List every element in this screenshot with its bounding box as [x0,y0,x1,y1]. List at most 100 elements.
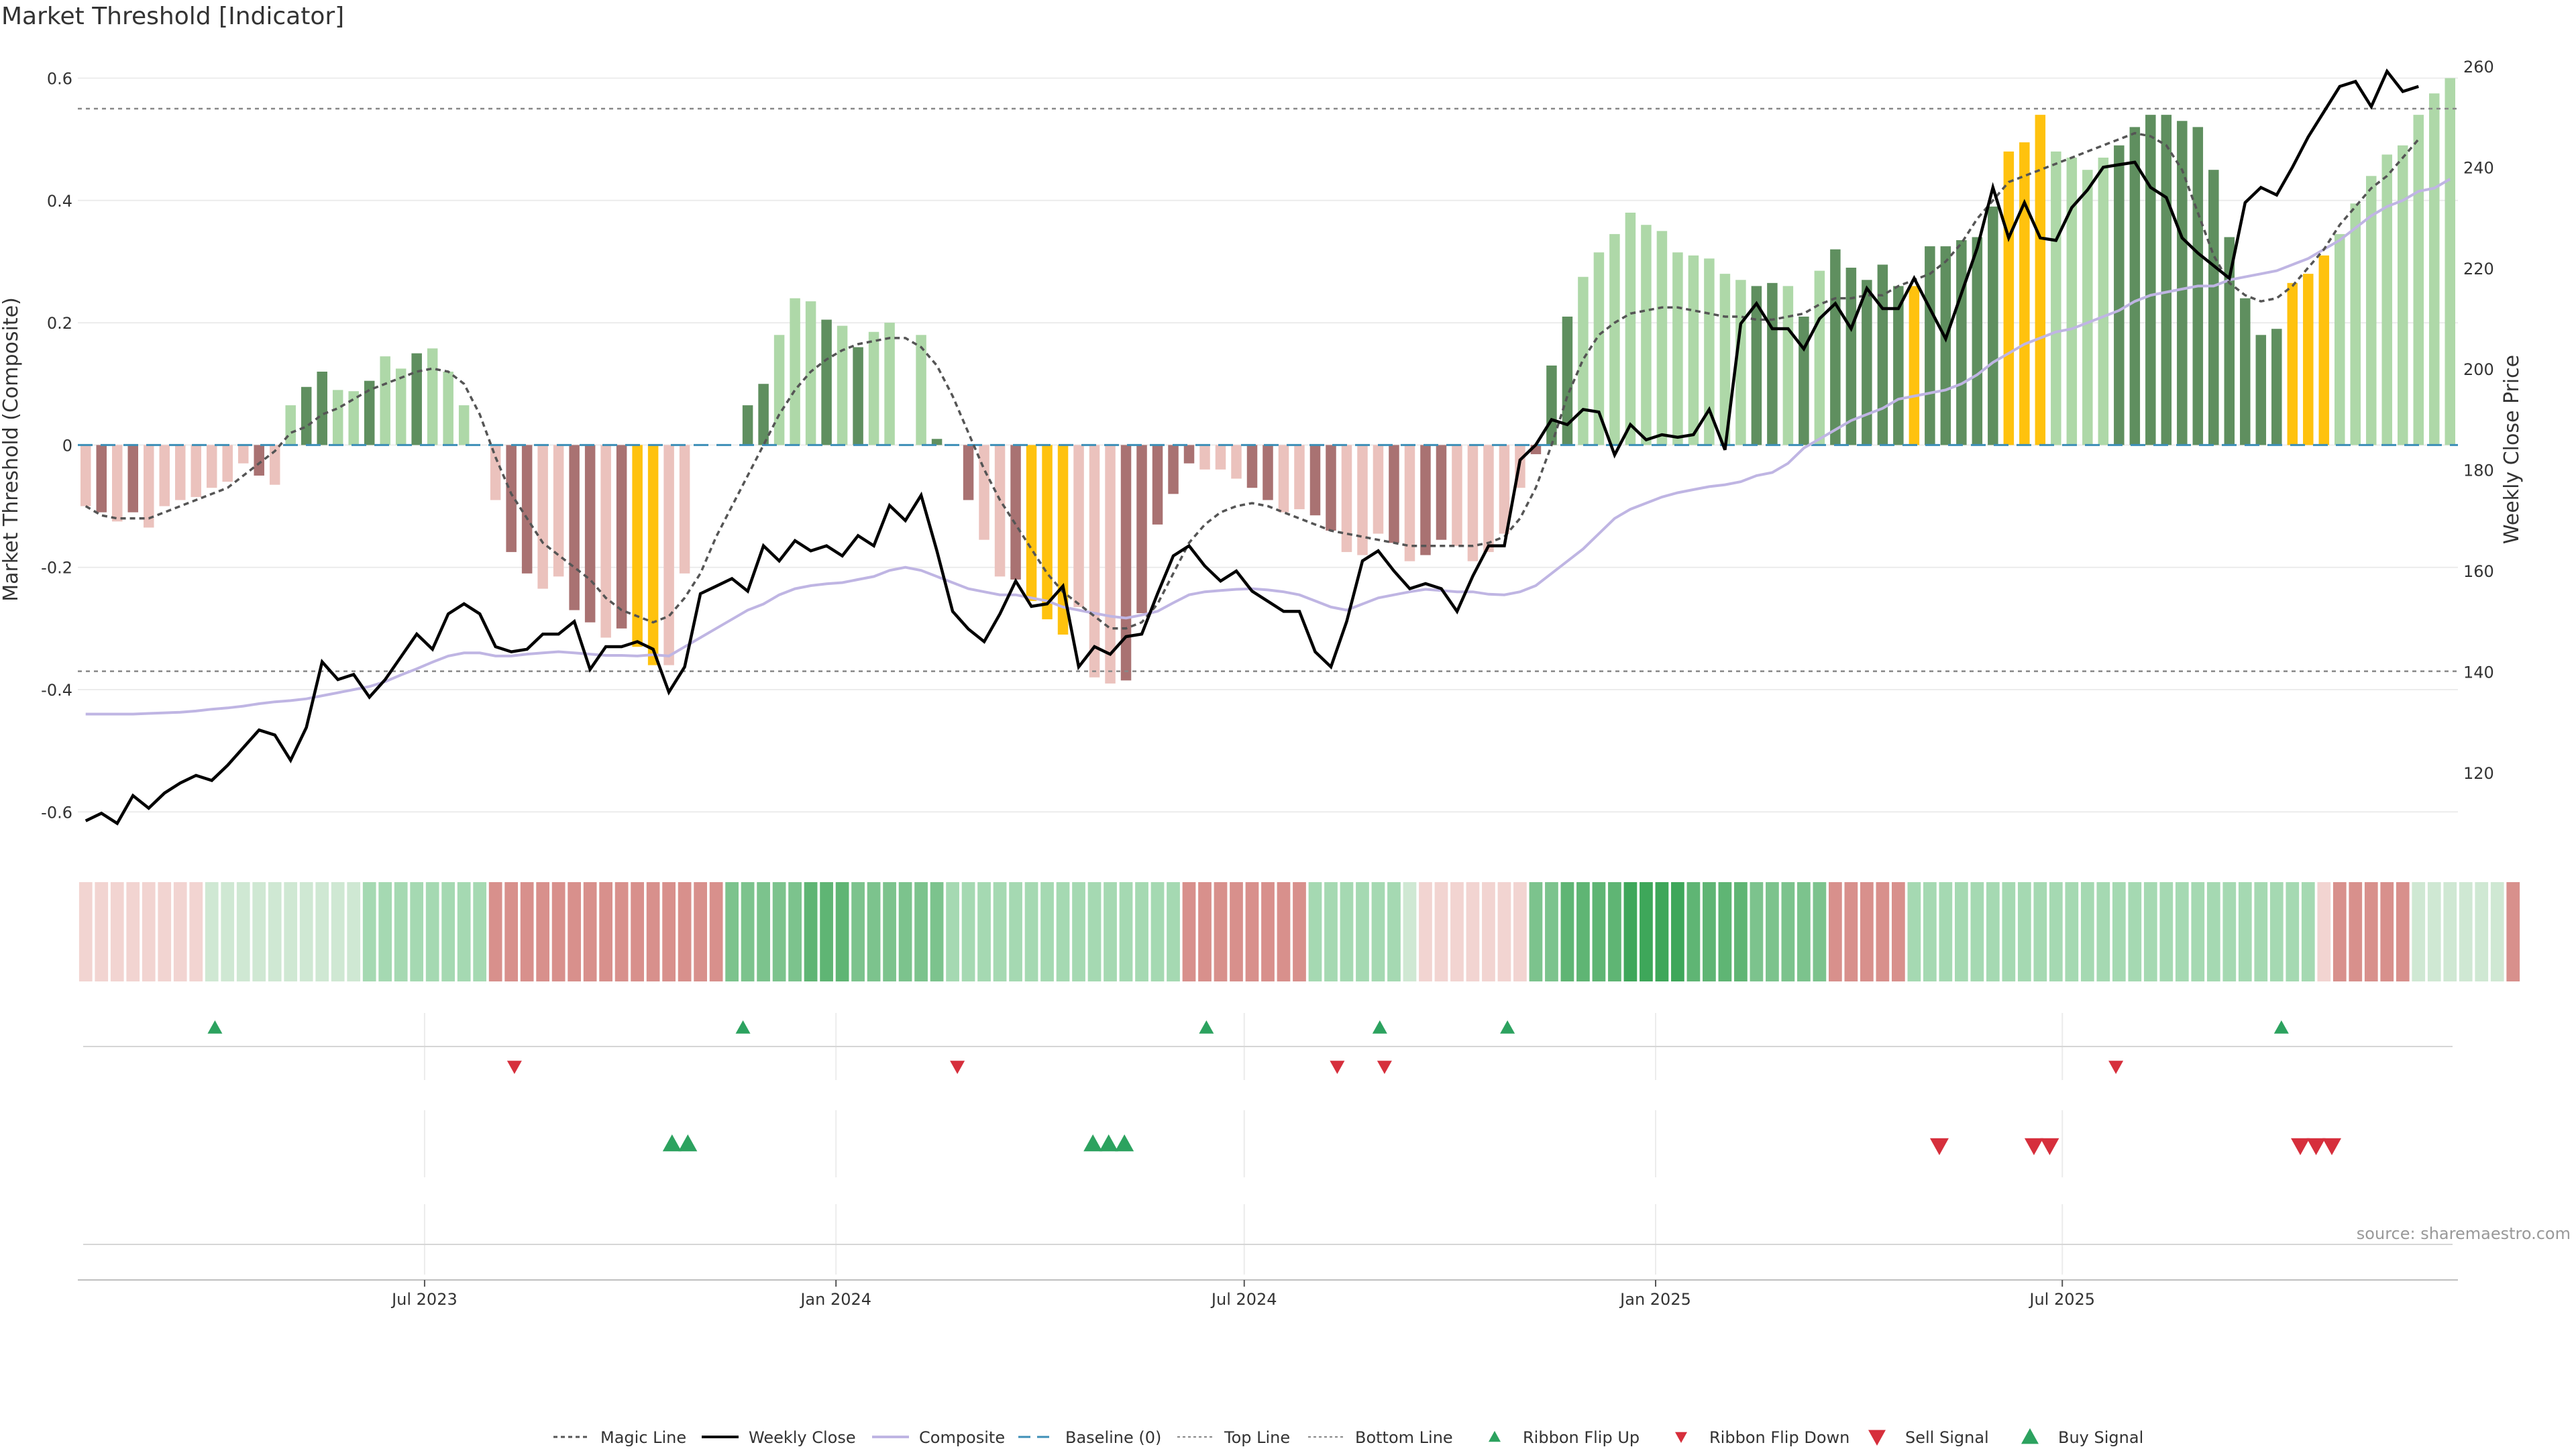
ribbon-cell [835,882,849,981]
ribbon-cell [1608,882,1621,981]
ribbon-cell [1387,882,1401,981]
composite-bar [111,445,123,522]
legend: Magic Line Weekly Close Composite Baseline … [553,1428,2143,1447]
ribbon-cell [1119,882,1133,981]
composite-bar [2114,145,2125,445]
composite-bar [2240,298,2251,445]
composite-bar [1877,264,1888,445]
ribbon-cell [993,882,1007,981]
composite-bar [458,405,470,445]
ribbon-cell [1718,882,1732,981]
composite-bar [1010,445,1021,580]
composite-bar [1609,233,1620,445]
left-tick-label: 0.2 [47,314,72,333]
ribbon-cell [1860,882,1874,981]
ribbon-flip-up-marker [735,1020,751,1034]
composite-bar [1656,231,1668,445]
x-axis: Jul 2023 Jan 2024 Jul 2024 Jan 2025 Jul 2025 [78,1279,2458,1309]
ribbon-cell [1907,882,1921,981]
composite-bar [174,445,186,500]
composite-bar [1231,445,1242,479]
ribbon-cell [284,882,298,981]
reference-lines [78,107,2458,672]
right-tick-label: 120 [2463,764,2494,783]
right-axis-ticks: 120 140 160 180 200 220 240 260 [2463,58,2494,783]
ribbon-cell [347,882,361,981]
composite-bar [1940,246,1951,445]
composite-bar [380,356,390,445]
ribbon-cell [2412,882,2426,981]
ribbon-cell [2049,882,2063,981]
right-tick-label: 140 [2463,663,2494,682]
ribbon-cell [1970,882,1984,981]
x-tick-label: Jan 2025 [1619,1290,1691,1309]
ribbon-cell [741,882,755,981]
ribbon-cell [646,882,660,981]
ribbon-cell [2506,882,2520,981]
composite-bar [1751,286,1762,445]
composite-bar [1625,213,1636,445]
ribbon-cell [1434,882,1448,981]
left-tick-label: 0.6 [47,69,72,88]
legend-label: Ribbon Flip Down [1709,1428,1849,1447]
ribbon-cell [1198,882,1212,981]
ribbon-cell [1056,882,1070,981]
ribbon-flip-up-marker [1372,1020,1387,1034]
ribbon-cell [1891,882,1905,981]
sell-signal-marker [2024,1138,2043,1155]
composite-bar [1467,445,1479,561]
composite-bar [1042,445,1053,620]
composite-bar [1483,445,1494,552]
ribbon-cell [1261,882,1275,981]
ribbon-cell [1024,882,1038,981]
ribbon-cell [520,882,534,981]
ribbon-cell [1450,882,1464,981]
right-tick-label: 180 [2463,462,2494,480]
composite-bar [411,353,422,445]
ribbon-cell [694,882,707,981]
composite-bar [773,335,785,445]
ribbon-cell [851,882,865,981]
legend-label: Top Line [1224,1428,1290,1447]
ribbon-cell [1766,882,1779,981]
buy-signal-marker [662,1134,682,1152]
composite-bar [979,445,989,540]
composite-bar [254,445,264,476]
left-tick-label: 0 [62,436,72,455]
ribbon-cell [1844,882,1858,981]
ribbon-cell [1214,882,1228,981]
composite-bar [332,390,343,445]
composite-bar [1105,445,1116,684]
composite-bar [2381,154,2393,445]
composite-bar [1404,445,1415,561]
composite-line [85,178,2451,716]
composite-bar [1420,445,1431,555]
ribbon-cell [2143,882,2157,981]
ribbon-flip-up-marker [1199,1020,1214,1034]
ribbon-cell [221,882,235,981]
ribbon-cell [757,882,770,981]
ribbon-cell [189,882,203,981]
composite-bar [2145,115,2156,445]
composite-bar [2161,115,2172,445]
composite-bar [790,298,800,445]
ribbon-cell [1087,882,1102,981]
ribbon-cell [2191,882,2205,981]
ribbon-cell [1009,882,1022,981]
composite-bar [301,386,312,445]
ribbon-cell [867,882,881,981]
legend-swatch [2021,1428,2039,1444]
composite-bar [2429,93,2440,445]
composite-bar [1309,445,1321,516]
composite-bar [2334,233,2345,445]
ribbon-cell [2396,882,2410,981]
ribbon-cell [1356,882,1369,981]
composite-bar [2035,115,2046,445]
ribbon-cell [788,882,802,981]
ribbon-cell [1954,882,1968,981]
composite-bar [2445,78,2456,445]
composite-bar [1862,280,1872,445]
composite-bar [1672,252,1683,445]
ribbon-cell [1640,882,1653,981]
page-title: Market Threshold [Indicator] [1,3,345,30]
